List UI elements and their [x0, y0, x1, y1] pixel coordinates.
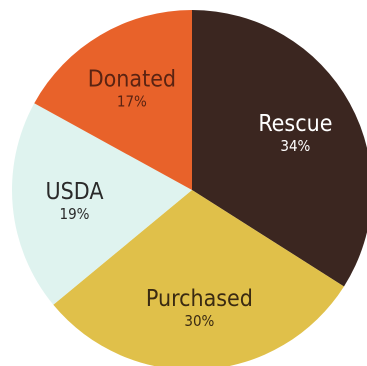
slice-value-rescue: 34%: [280, 137, 310, 155]
slice-value-donated: 17%: [117, 92, 147, 110]
pie-slice-purchased: [53, 190, 344, 366]
slice-value-usda: 19%: [60, 205, 90, 223]
pie-slices: [11, 10, 367, 366]
pie-slice-donated: [34, 10, 193, 190]
slice-value-purchased: 30%: [184, 312, 214, 330]
slice-label-purchased: Purchased: [146, 286, 253, 312]
slice-label-rescue: Rescue: [258, 111, 332, 137]
slice-label-donated: Donated: [88, 66, 176, 92]
pie-slice-usda: [11, 103, 193, 305]
slice-label-usda: USDA: [46, 179, 104, 205]
pie-slice-rescue: [192, 10, 367, 287]
